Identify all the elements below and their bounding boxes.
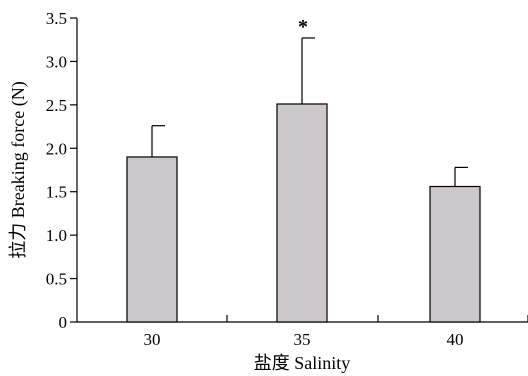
y-axis-title: 拉力 Breaking force (N) [8, 81, 29, 258]
y-tick-label: 1.5 [46, 183, 67, 202]
significance-marker: * [298, 16, 308, 38]
y-tick-label: 3.5 [46, 9, 67, 28]
x-tick-label: 30 [144, 330, 161, 349]
x-ticks: 30 35 40 [144, 315, 528, 349]
x-tick-label: 35 [294, 330, 311, 349]
bars [126, 103, 481, 323]
annotations: * [298, 16, 308, 38]
bar [276, 103, 328, 323]
bar [126, 156, 178, 323]
y-tick-label: 2.0 [46, 139, 67, 158]
x-tick-label: 40 [447, 330, 464, 349]
error-bars [151, 37, 468, 187]
y-tick-label: 3.0 [46, 52, 67, 71]
y-tick-label: 0 [59, 313, 68, 332]
y-tick-label: 0.5 [46, 270, 67, 289]
y-tick-label: 2.5 [46, 96, 67, 115]
x-axis-title: 盐度 Salinity [254, 353, 351, 373]
y-ticks: 0 0.5 1.0 1.5 2.0 2.5 3.0 3.5 [46, 9, 77, 332]
bar [429, 185, 481, 323]
y-tick-label: 1.0 [46, 226, 67, 245]
